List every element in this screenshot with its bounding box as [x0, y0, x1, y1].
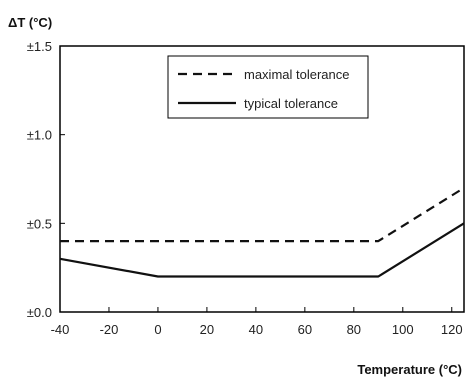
x-tick-label: 60: [298, 322, 312, 337]
y-tick-label: ±1.5: [27, 39, 52, 54]
legend: maximal tolerance typical tolerance: [167, 55, 369, 119]
y-axis-title: ΔT (°C): [8, 15, 52, 30]
legend-label: typical tolerance: [244, 96, 338, 111]
axis-ticks: -40 -20 0 20 40 60 80 100 120 ±0.0 ±0.5 ±1.0 ±1.5: [27, 39, 463, 337]
series-line-typical-tolerance: [59, 222, 465, 278]
x-tick-label: 120: [441, 322, 463, 337]
x-tick-label: -20: [100, 322, 119, 337]
x-tick-label: 0: [154, 322, 161, 337]
x-axis-title: Temperature (°C): [357, 362, 462, 377]
x-tick-label: 20: [200, 322, 214, 337]
y-tick-label: ±1.0: [27, 128, 52, 143]
series-lines: [59, 186, 465, 278]
series-line-maximal-tolerance: [60, 186, 465, 243]
x-tick-label: 40: [249, 322, 263, 337]
plot-area-frame: [59, 45, 465, 313]
legend-box: [167, 55, 369, 119]
y-tick-label: ±0.0: [27, 305, 52, 320]
y-tick-label: ±0.5: [27, 216, 52, 231]
x-tick-label: -40: [51, 322, 70, 337]
x-tick-label: 100: [392, 322, 414, 337]
legend-label: maximal tolerance: [244, 67, 350, 82]
x-tick-label: 80: [347, 322, 361, 337]
